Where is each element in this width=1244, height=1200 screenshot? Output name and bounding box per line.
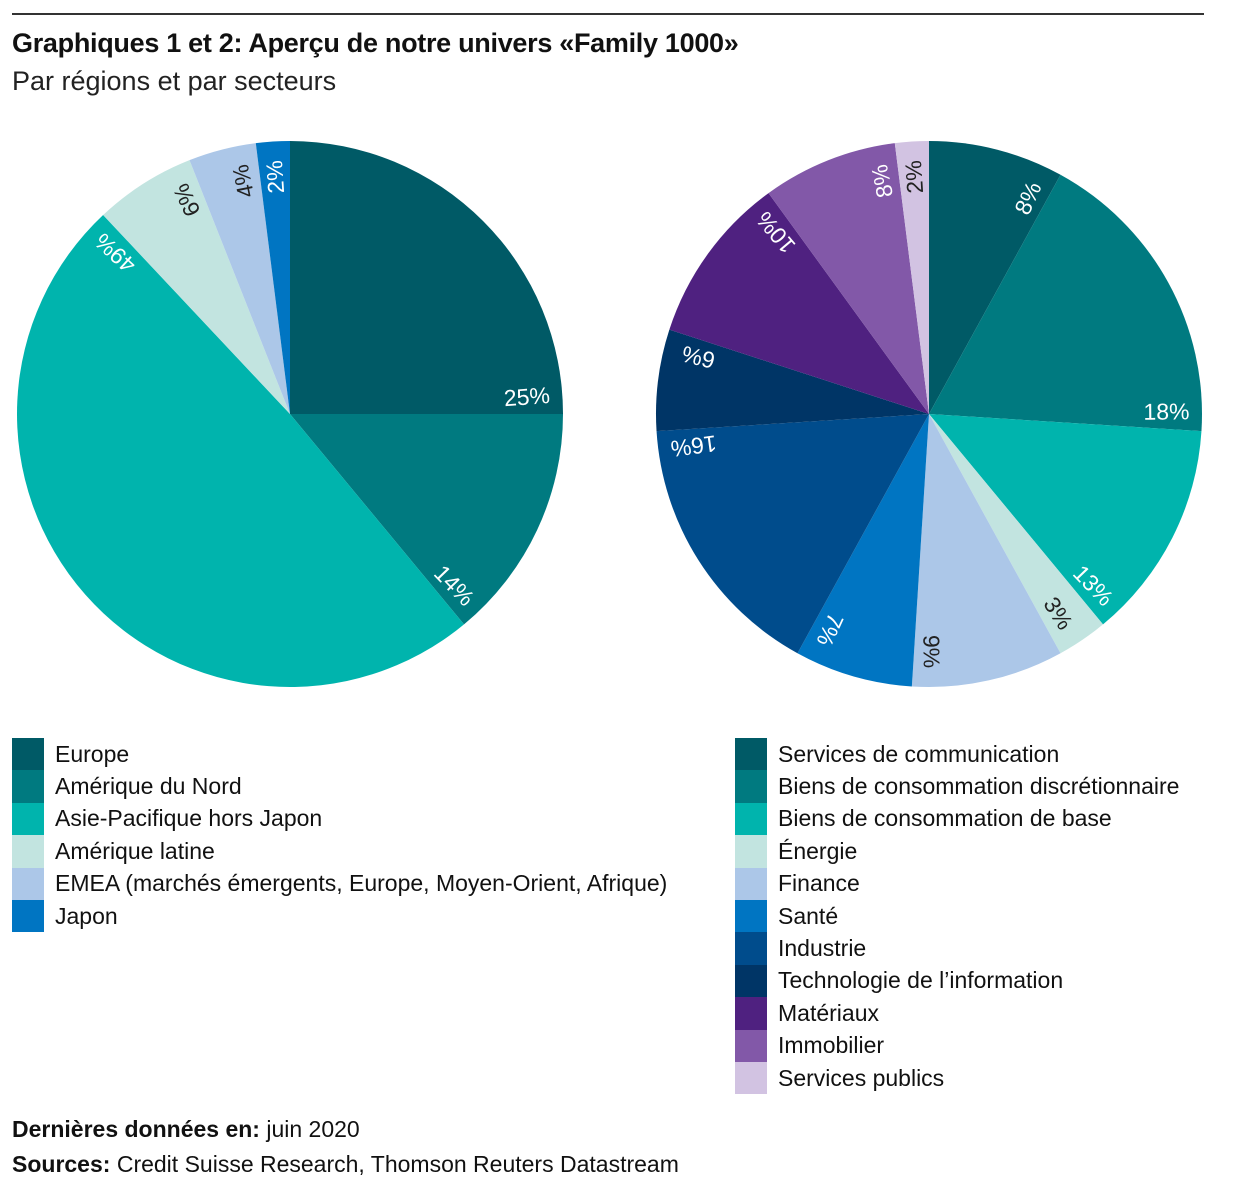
pie-label-europe: 25% <box>503 382 551 411</box>
footer-date-label: Dernières données en: <box>12 1116 260 1142</box>
pie-charts: 25%14%49%6% 4% 2% 8%18%13%3%9%7%16%6%10%8%… <box>17 141 1202 688</box>
legend-label: Matériaux <box>778 999 879 1026</box>
legend-label: Amérique latine <box>55 837 215 864</box>
top-rule <box>12 13 1204 15</box>
pie-slice-immobilier <box>768 143 929 414</box>
pie-slice-finance <box>911 414 1061 688</box>
legend-item-services-de-communication: Services de communication <box>735 738 1179 771</box>
legend-label: Asie-Pacifique hors Japon <box>55 805 323 832</box>
pie-slice-sante <box>797 414 929 687</box>
legend-swatch <box>12 802 44 836</box>
legend-swatch <box>12 835 44 868</box>
legend-swatch <box>12 899 44 933</box>
legend-item-emea-marches-emergents-europe-moyen-orient-afrique: EMEA (marchés émergents, Europe, Moyen-O… <box>12 867 668 900</box>
legend-swatch <box>735 1061 767 1095</box>
legend-swatch <box>12 738 44 771</box>
legend-sectors: Services de communication Biens de consom… <box>735 738 1180 1095</box>
legend-swatch <box>735 932 767 965</box>
legend-regions: Europe Amérique du Nord Asie-Pacifique hor… <box>12 738 668 933</box>
pie-slice-asie-pacifique-hors-japon <box>17 214 465 687</box>
pie-label-emea-marches-emergents-europe-moyen-orient-afrique: 4% <box>227 162 259 200</box>
legend-item-industrie: Industrie <box>735 932 1179 965</box>
legend-swatch <box>735 964 767 998</box>
legend-swatch <box>735 867 767 900</box>
pie-label-biens-de-consommation-discretionnaire: 18% <box>1143 398 1189 424</box>
pie-slice-japon <box>255 141 290 414</box>
footer-sources: Sources: Credit Suisse Research, Thomson… <box>12 1151 679 1178</box>
legend-label: Finance <box>778 870 860 897</box>
legend-label: Europe <box>55 740 130 767</box>
legend-label: EMEA (marchés émergents, Europe, Moyen-O… <box>55 870 668 897</box>
pie-slice-biens-de-consommation-de-base <box>929 414 1202 625</box>
legend-swatch <box>735 997 767 1030</box>
pie-slice-technologie-de-l-information <box>656 329 929 432</box>
legend-label: Amérique du Nord <box>55 773 242 800</box>
pie-label-services-publics: 2% <box>900 160 928 195</box>
legend-item-sante: Santé <box>735 899 1179 933</box>
legend-label: Industrie <box>778 935 867 962</box>
legend-label: Japon <box>55 902 118 929</box>
legend-swatch <box>735 1029 767 1062</box>
legend-swatch <box>12 867 44 900</box>
pie-slice-services-publics <box>894 141 929 414</box>
legend-item-europe: Europe <box>12 738 667 771</box>
legend-item-immobilier: Immobilier <box>735 1029 1179 1062</box>
legend-label: Technologie de l’information <box>778 967 1064 994</box>
pie-slice-industrie <box>656 414 929 654</box>
legend-item-japon: Japon <box>12 899 667 933</box>
legend-item-technologie-de-l-information: Technologie de l’information <box>735 964 1179 998</box>
footer-sources-value: Credit Suisse Research, Thomson Reuters … <box>116 1151 679 1177</box>
pie-regions: 25%14%49%6% 4% 2% <box>17 141 563 687</box>
footer-sources-label: Sources: <box>12 1151 111 1177</box>
pie-slice-amerique-du-nord <box>290 414 563 625</box>
legend-label: Services publics <box>778 1064 945 1091</box>
pie-label-industrie: 16% <box>669 430 718 462</box>
pie-sectors: 8%18%13%3%9%7%16%6%10%8% 2% <box>656 141 1202 688</box>
pie-slice-emea-marches-emergents-europe-moyen-orient-afrique <box>189 143 290 414</box>
legend-item-amerique-latine: Amérique latine <box>12 835 667 868</box>
legend-label: Biens de consommation de base <box>778 805 1112 832</box>
legend-label: Services de communication <box>778 740 1060 767</box>
legend-label: Immobilier <box>778 1032 885 1059</box>
legend-item-services-publics: Services publics <box>735 1061 1179 1095</box>
pie-slice-services-de-communication <box>929 141 1061 414</box>
pie-slice-amerique-latine <box>103 160 290 414</box>
legend-swatch <box>735 770 767 803</box>
legend-swatch <box>735 835 767 868</box>
legend-swatch <box>735 802 767 836</box>
legend-item-asie-pacifique-hors-japon: Asie-Pacifique hors Japon <box>12 802 667 836</box>
legend-label: Santé <box>778 902 839 929</box>
pie-slice-europe <box>290 141 563 414</box>
legend-item-biens-de-consommation-discretionnaire: Biens de consommation discrétionnaire <box>735 770 1180 803</box>
footer-date-value: juin 2020 <box>266 1116 360 1142</box>
footer-date: Dernières données en: juin 2020 <box>12 1116 360 1143</box>
pie-label-japon: 2% <box>261 160 289 195</box>
legend-item-materiaux: Matériaux <box>735 997 1179 1030</box>
chart-subtitle: Par régions et par secteurs <box>12 66 337 96</box>
legend-swatch <box>12 770 44 803</box>
pie-label-immobilier: 8% <box>866 162 898 200</box>
legend-swatch <box>735 738 767 771</box>
pie-label-finance: 9% <box>918 635 944 669</box>
legend-label: Énergie <box>778 837 858 864</box>
legend-swatch <box>735 899 767 933</box>
legend-item-biens-de-consommation-de-base: Biens de consommation de base <box>735 802 1179 836</box>
legend-label: Biens de consommation discrétionnaire <box>778 773 1180 800</box>
pie-slice-biens-de-consommation-discretionnaire <box>929 174 1202 432</box>
chart-title: Graphiques 1 et 2: Aperçu de notre unive… <box>12 28 739 58</box>
legend-item-energie: Énergie <box>735 835 1179 868</box>
pie-slice-materiaux <box>669 193 929 414</box>
pie-slice-energie <box>929 414 1104 654</box>
legend-item-finance: Finance <box>735 867 1179 900</box>
legend-item-amerique-du-nord: Amérique du Nord <box>12 770 667 803</box>
